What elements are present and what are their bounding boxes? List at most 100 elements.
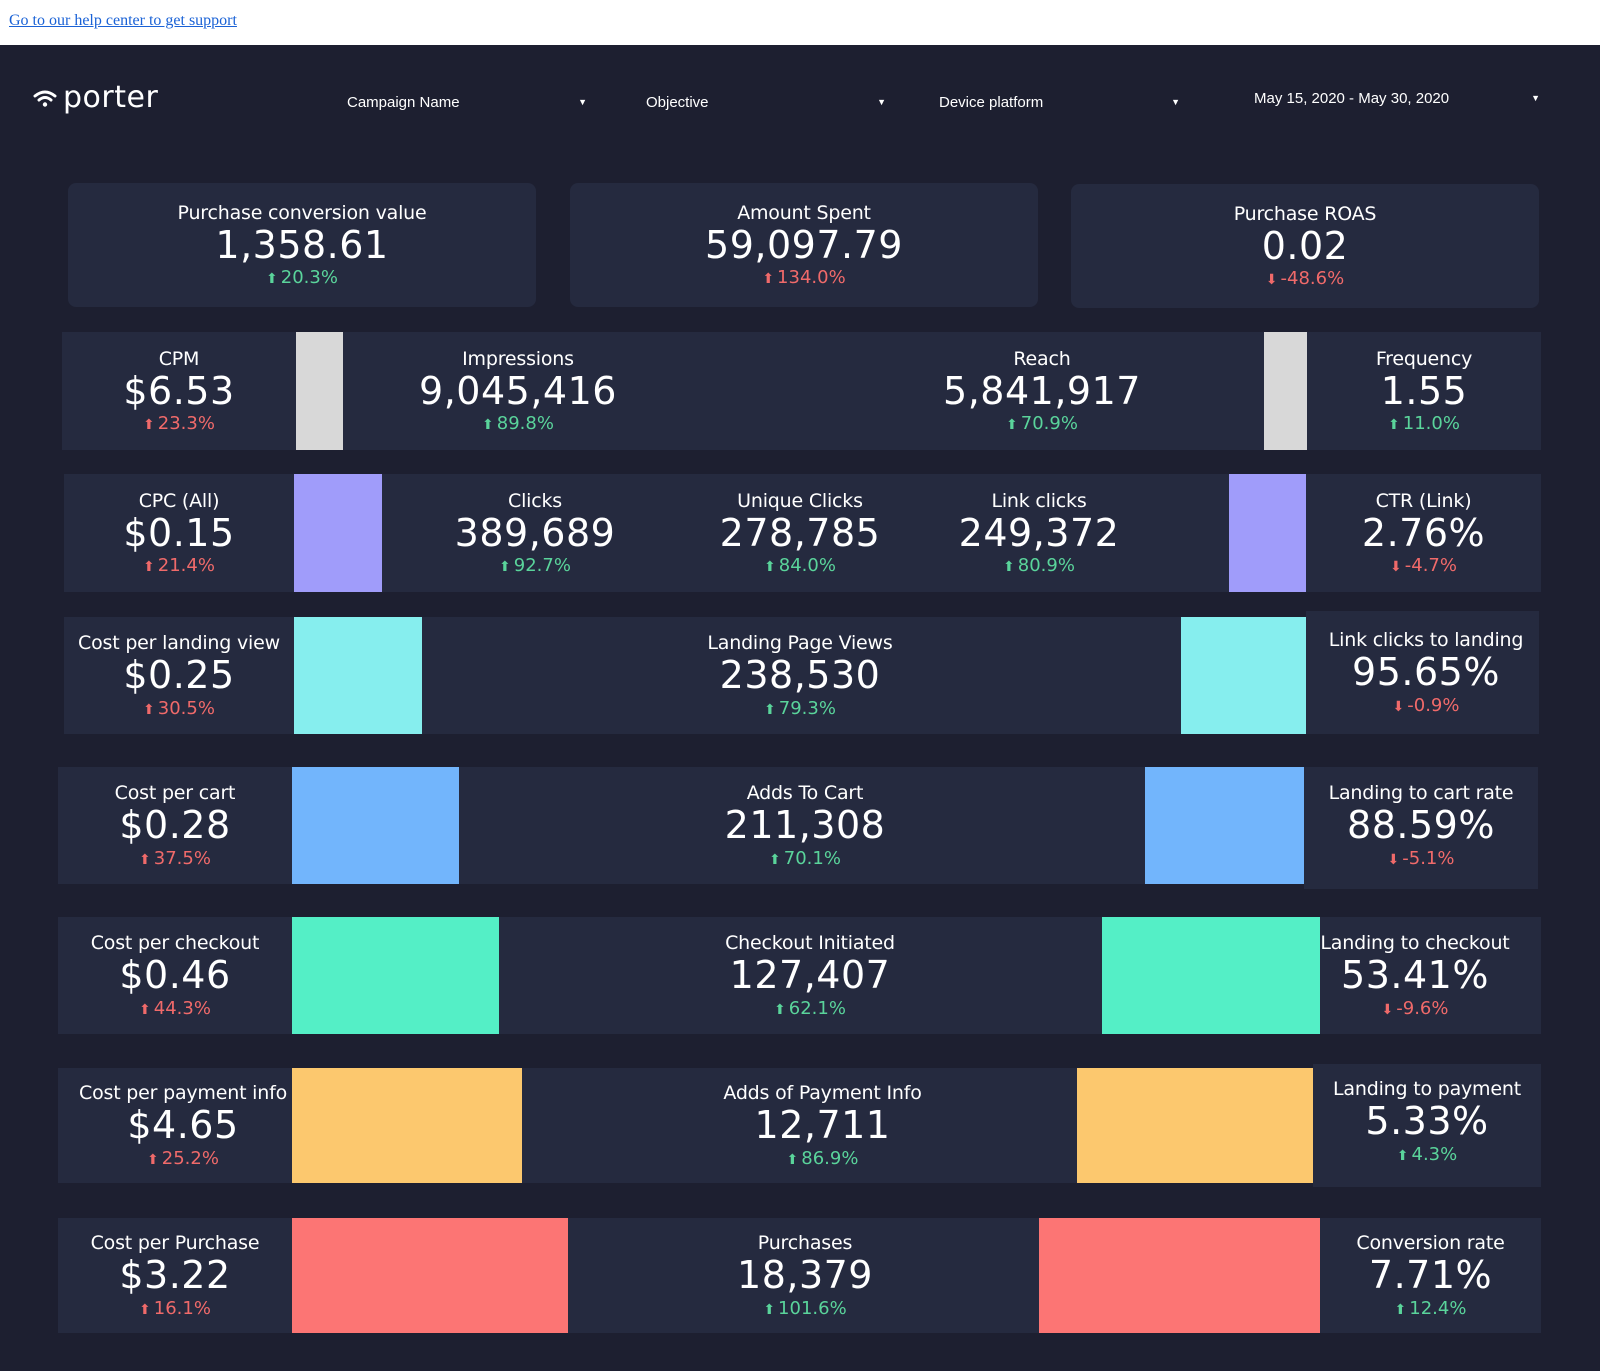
- metric-panel: [1313, 1064, 1541, 1187]
- metric-delta: ⬆ 44.3%: [139, 997, 211, 1019]
- arrow-up-icon: ⬆: [143, 701, 155, 718]
- arrow-up-icon: ⬆: [764, 701, 776, 718]
- caret-down-icon: ▼: [877, 97, 886, 107]
- metric-value: 127,407: [729, 953, 891, 998]
- row-checkout: Cost per checkout $0.46 ⬆ 44.3% Checkout …: [0, 917, 1600, 1034]
- metric-title: Adds of Payment Info: [723, 1082, 922, 1105]
- filter-device-platform[interactable]: Device platform ▼: [939, 88, 1180, 116]
- caret-down-icon: ▼: [1171, 97, 1180, 107]
- metric-delta: ⬆ 101.6%: [763, 1297, 847, 1319]
- metric-value: 95.65%: [1352, 650, 1500, 695]
- metric-panel: [58, 1218, 292, 1333]
- metric-value: 88.59%: [1347, 803, 1495, 848]
- metric-link-clicks: Link clicks 249,372 ⬆ 80.9%: [929, 474, 1149, 592]
- metric-value: $4.65: [127, 1103, 239, 1148]
- filter-objective[interactable]: Objective ▼: [646, 88, 886, 116]
- metric-unique-clicks: Unique Clicks 278,785 ⬆ 84.0%: [690, 474, 910, 592]
- metric-panel: [459, 767, 1145, 884]
- metric-delta: ⬆ 89.8%: [482, 413, 554, 435]
- metric-delta: ⬆ 16.1%: [139, 1297, 211, 1319]
- metric-title: CPC (All): [138, 489, 220, 512]
- arrow-up-icon: ⬆: [266, 271, 278, 288]
- metric-value: 249,372: [958, 510, 1120, 555]
- arrow-down-icon: ⬇: [1387, 851, 1400, 868]
- arrow-up-icon: ⬆: [1394, 1301, 1407, 1318]
- metric-delta: ⬆ 84.0%: [764, 555, 836, 577]
- arrow-up-icon: ⬆: [763, 1301, 776, 1318]
- metric-title: Link clicks: [991, 489, 1087, 512]
- filter-campaign-name[interactable]: Campaign Name ▼: [347, 88, 587, 116]
- metric-title: Conversion rate: [1356, 1232, 1505, 1255]
- metric-checkout-initiated: Checkout Initiated 127,407 ⬆ 62.1%: [695, 917, 925, 1034]
- wifi-icon: [33, 90, 57, 107]
- metric-panel: [343, 332, 1264, 450]
- arrow-up-icon: ⬆: [143, 559, 155, 576]
- metric-value: 278,785: [719, 510, 881, 555]
- metric-value: $0.46: [119, 953, 231, 998]
- metric-cpc: CPC (All) $0.15 ⬆ 21.4%: [64, 474, 294, 592]
- arrow-up-icon: ⬆: [139, 851, 151, 868]
- metric-panel: [64, 474, 294, 592]
- logo-text: porter: [63, 80, 159, 115]
- metric-cpm: CPM $6.53 ⬆ 23.3%: [62, 332, 296, 450]
- filter-label: Objective: [646, 93, 709, 111]
- metric-delta: ⬆ 11.0%: [1388, 413, 1460, 435]
- metric-impressions: Impressions 9,045,416 ⬆ 89.8%: [393, 332, 643, 450]
- funnel-bar-teal-left: [292, 917, 499, 1034]
- metric-title: Cost per landing view: [78, 632, 280, 655]
- metric-cost-per-payment-info: Cost per payment info $4.65 ⬆ 25.2%: [58, 1068, 308, 1183]
- metric-title: Cost per Purchase: [90, 1232, 260, 1255]
- arrow-up-icon: ⬆: [139, 1001, 151, 1018]
- metric-delta: ⬆ 92.7%: [499, 555, 571, 577]
- metric-value: 5.33%: [1365, 1099, 1489, 1144]
- metric-value: 389,689: [454, 510, 616, 555]
- metric-cost-per-landing-view: Cost per landing view $0.25 ⬆ 30.5%: [64, 617, 294, 734]
- metric-title: Cost per checkout: [90, 932, 260, 955]
- metric-title: Adds To Cart: [746, 782, 864, 805]
- funnel-bar-purple-right: [1229, 474, 1306, 592]
- arrow-down-icon: ⬇: [1381, 1001, 1394, 1018]
- metric-panel: [1320, 917, 1541, 1034]
- arrow-up-icon: ⬆: [774, 1001, 786, 1018]
- filter-date-range[interactable]: May 15, 2020 - May 30, 2020 ▼: [1254, 84, 1540, 112]
- metric-delta: ⬆ 86.9%: [786, 1147, 859, 1169]
- metric-panel: [62, 332, 296, 450]
- metric-title: Landing Page Views: [707, 632, 893, 655]
- funnel-bar-purple-left: [294, 474, 382, 592]
- arrow-up-icon: ⬆: [143, 417, 155, 434]
- arrow-down-icon: ⬇: [1390, 559, 1402, 576]
- metric-value: 2.76%: [1361, 510, 1486, 555]
- filter-label: May 15, 2020 - May 30, 2020: [1254, 89, 1450, 107]
- caret-down-icon: ▼: [1531, 93, 1540, 103]
- metric-panel: [58, 767, 292, 884]
- metric-title: Landing to checkout: [1320, 932, 1510, 955]
- metric-delta: ⬆ 21.4%: [143, 555, 215, 577]
- metric-panel: [58, 917, 292, 1034]
- metric-title: Purchase conversion value: [177, 201, 427, 224]
- metric-value: 1.55: [1380, 368, 1468, 413]
- metric-adds-of-payment-info: Adds of Payment Info 12,711 ⬆ 86.9%: [700, 1068, 945, 1183]
- arrow-up-icon: ⬆: [762, 271, 775, 288]
- row-adds-to-cart: Cost per cart $0.28 ⬆ 37.5% Adds To Cart …: [0, 767, 1600, 889]
- metric-delta: ⬆ 23.3%: [143, 413, 215, 435]
- row-impressions: CPM $6.53 ⬆ 23.3% Impressions 9,045,416 ⬆…: [0, 332, 1600, 450]
- metric-value: 1,358.61: [215, 222, 389, 267]
- metric-reach: Reach 5,841,917 ⬆ 70.9%: [917, 332, 1167, 450]
- metric-ctr-link: CTR (Link) 2.76% ⬇ -4.7%: [1306, 474, 1541, 592]
- metric-value: 18,379: [737, 1253, 873, 1298]
- metric-landing-page-views: Landing Page Views 238,530 ⬆ 79.3%: [690, 617, 910, 734]
- row-payment-info: Cost per payment info $4.65 ⬆ 25.2% Adds …: [0, 1064, 1600, 1187]
- metric-title: Impressions: [462, 347, 574, 370]
- metric-title: Cost per cart: [114, 782, 236, 805]
- arrow-up-icon: ⬆: [482, 417, 494, 434]
- metric-delta: ⬆ 25.2%: [147, 1147, 219, 1169]
- metric-value: $0.25: [123, 653, 235, 698]
- metric-value: $0.15: [123, 510, 235, 555]
- metric-value: 7.71%: [1368, 1253, 1493, 1298]
- metric-delta: ⬇ -0.9%: [1392, 694, 1460, 716]
- help-center-link[interactable]: Go to our help center to get support: [9, 12, 237, 29]
- metric-delta: ⬆ 79.3%: [764, 697, 836, 719]
- metric-delta: ⬇ -4.7%: [1390, 555, 1457, 577]
- funnel-bar-cyan-right: [1181, 617, 1306, 734]
- arrow-up-icon: ⬆: [1003, 559, 1015, 576]
